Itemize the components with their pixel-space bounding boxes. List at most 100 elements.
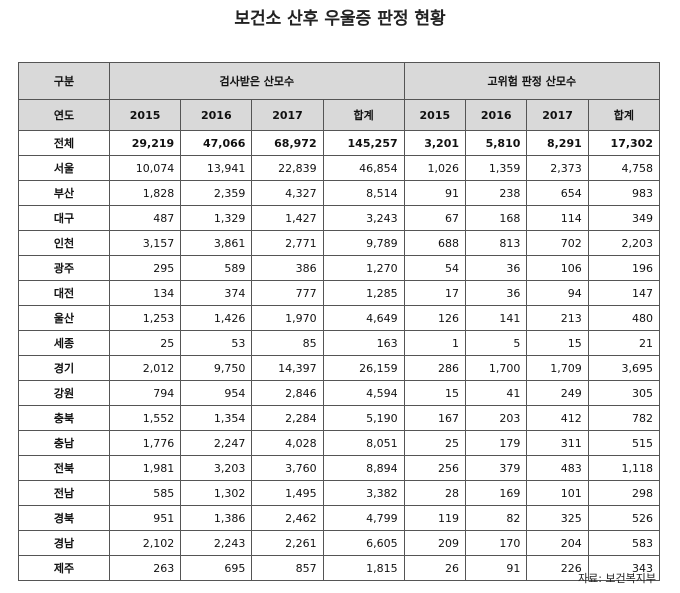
table-cell: 합계 <box>587 99 661 131</box>
table-cell: 483 <box>526 455 589 481</box>
table-cell: 213 <box>526 305 589 331</box>
table-cell: 91 <box>403 180 467 206</box>
table-cell: 168 <box>465 205 528 231</box>
table-cell: 대전 <box>18 280 110 306</box>
table-cell: 41 <box>465 380 528 406</box>
table-cell: 전북 <box>18 455 110 481</box>
table-row: 울산 1,253 1,426 1,970 4,649 126 141 213 480 <box>18 305 661 331</box>
table-cell: 3,203 <box>180 455 253 481</box>
title: 보건소 산후 우울증 판정 현황 <box>234 9 446 29</box>
table-cell: 15 <box>526 330 589 356</box>
table-cell: 1,354 <box>180 405 253 431</box>
table-cell: 114 <box>526 205 589 231</box>
table-cell: 22,839 <box>251 155 324 181</box>
table-cell: 고위험 판정 산모수 <box>403 62 661 100</box>
table-cell: 3,382 <box>322 480 405 506</box>
table-cell: 480 <box>587 305 661 331</box>
table-cell: 209 <box>403 530 467 556</box>
table-cell: 제주 <box>18 555 110 581</box>
table-cell: 2016 <box>180 99 253 131</box>
table-cell: 26 <box>403 555 467 581</box>
table-cell: 349 <box>587 205 661 231</box>
table-row: 세종 25 53 85 163 1 5 15 21 <box>18 330 661 356</box>
table-cell: 26,159 <box>322 355 405 381</box>
data-table: 구분 검사받은 산모수 고위험 판정 산모수 연도 2015 2016 2017 합계 2015… <box>18 62 661 581</box>
table-cell: 305 <box>587 380 661 406</box>
table-cell: 4,799 <box>322 505 405 531</box>
table-cell: 1,386 <box>180 505 253 531</box>
table-cell: 286 <box>403 355 467 381</box>
table-cell: 1,359 <box>465 155 528 181</box>
table-cell: 311 <box>526 430 589 456</box>
table-cell: 2,373 <box>526 155 589 181</box>
table-cell: 1,026 <box>403 155 467 181</box>
table-cell: 17,302 <box>587 130 661 156</box>
table-cell: 1 <box>403 330 467 356</box>
table-cell: 4,594 <box>322 380 405 406</box>
table-cell: 충북 <box>18 405 110 431</box>
table-cell: 954 <box>180 380 253 406</box>
table-cell: 4,028 <box>251 430 324 456</box>
table-cell: 1,981 <box>108 455 182 481</box>
table-cell: 2,203 <box>587 230 661 256</box>
table-cell: 36 <box>465 255 528 281</box>
table-row: 전남 585 1,302 1,495 3,382 28 169 101 298 <box>18 480 661 506</box>
table-cell: 연도 <box>18 99 110 131</box>
table-cell: 세종 <box>18 330 110 356</box>
table-cell: 5 <box>465 330 528 356</box>
table-cell: 36 <box>465 280 528 306</box>
table-cell: 1,329 <box>180 205 253 231</box>
table-cell: 777 <box>251 280 324 306</box>
table-cell: 94 <box>526 280 589 306</box>
table-cell: 2,359 <box>180 180 253 206</box>
table-cell: 인천 <box>18 230 110 256</box>
table-cell: 1,302 <box>180 480 253 506</box>
table-cell: 147 <box>587 280 661 306</box>
table-cell: 67 <box>403 205 467 231</box>
table-cell: 695 <box>180 555 253 581</box>
table-cell: 대구 <box>18 205 110 231</box>
table-cell: 1,495 <box>251 480 324 506</box>
table-cell: 2,284 <box>251 405 324 431</box>
table-cell: 울산 <box>18 305 110 331</box>
table-cell: 1,285 <box>322 280 405 306</box>
table-cell: 702 <box>526 230 589 256</box>
table-cell: 379 <box>465 455 528 481</box>
table-cell: 226 <box>526 555 589 581</box>
table-cell: 583 <box>587 530 661 556</box>
table-cell: 1,253 <box>108 305 182 331</box>
table-cell: 145,257 <box>322 130 405 156</box>
table-row: 경남 2,102 2,243 2,261 6,605 209 170 204 583 <box>18 530 661 556</box>
table-cell: 경북 <box>18 505 110 531</box>
table-cell: 813 <box>465 230 528 256</box>
table-cell: 54 <box>403 255 467 281</box>
table-cell: 1,970 <box>251 305 324 331</box>
table-cell: 196 <box>587 255 661 281</box>
table-row: 경북 951 1,386 2,462 4,799 119 82 325 526 <box>18 505 661 531</box>
table-cell: 2,012 <box>108 355 182 381</box>
table-cell: 5,190 <box>322 405 405 431</box>
table-cell: 249 <box>526 380 589 406</box>
table-cell: 1,552 <box>108 405 182 431</box>
source-note: 자료: 보건복지부 <box>577 572 656 585</box>
table-cell: 전체 <box>18 130 110 156</box>
table-cell: 6,605 <box>322 530 405 556</box>
table-cell: 1,776 <box>108 430 182 456</box>
table-row: 인천 3,157 3,861 2,771 9,789 688 813 702 2,203 <box>18 230 661 256</box>
table-cell: 134 <box>108 280 182 306</box>
table-cell: 169 <box>465 480 528 506</box>
table-cell: 53 <box>180 330 253 356</box>
table-cell: 합계 <box>322 99 405 131</box>
table-cell: 28 <box>403 480 467 506</box>
table-cell: 951 <box>108 505 182 531</box>
table-cell: 1,828 <box>108 180 182 206</box>
table-cell: 25 <box>108 330 182 356</box>
table-cell: 3,243 <box>322 205 405 231</box>
table-cell: 2017 <box>251 99 324 131</box>
table-cell: 서울 <box>18 155 110 181</box>
table-cell: 782 <box>587 405 661 431</box>
table-cell: 경남 <box>18 530 110 556</box>
table-cell: 794 <box>108 380 182 406</box>
table-cell: 3,695 <box>587 355 661 381</box>
table-cell: 2,102 <box>108 530 182 556</box>
